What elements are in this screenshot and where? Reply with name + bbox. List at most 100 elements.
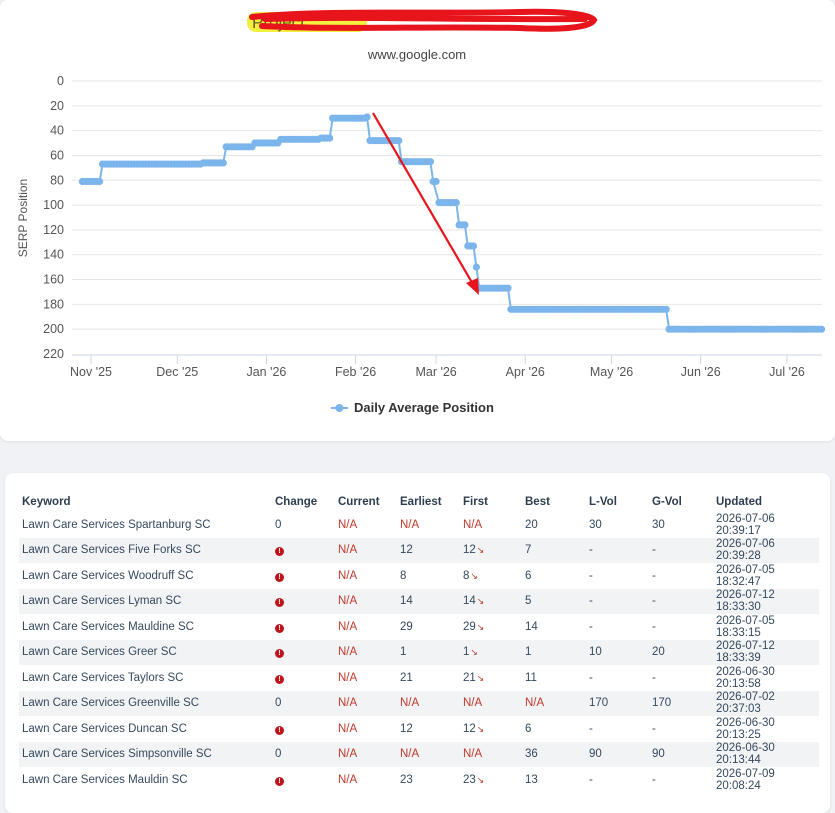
cell-first: 12↘ [460,537,522,563]
table-row[interactable]: Lawn Care Services Mauldin SC! N/A 23 23↘ 13… [19,767,819,793]
cell-keyword-value: Lawn Care Services Spartanburg SC [22,518,211,531]
col-current[interactable]: Current [338,496,380,508]
table-row[interactable]: Lawn Care Services Taylors SC! N/A 21 21↘ 11… [19,665,819,691]
col-best[interactable]: Best [525,496,550,508]
cell-keyword-value: Lawn Care Services Mauldine SC [22,620,194,633]
col-first[interactable]: First [463,496,488,508]
cell-keyword[interactable]: Lawn Care Services Mauldin SC [19,767,272,793]
cell-keyword[interactable]: Lawn Care Services Duncan SC [19,716,272,742]
table-header-row: Keyword Change Current Earliest First Be… [19,493,819,512]
trend-down-icon: ↘ [476,723,485,734]
cell-earliest-value: N/A [400,697,420,710]
y-axis-ticks: 0 20 40 60 80 100 120 140 160 180 200 220 [43,74,64,361]
cell-current: N/A [335,716,397,742]
cell-gvol-value: 90 [652,748,665,761]
table-body: Lawn Care Services Spartanburg SC 0 N/A N/A… [19,512,819,793]
cell-keyword-value: Lawn Care Services Simpsonville SC [22,748,212,761]
cell-current: N/A [335,614,397,640]
cell-current: N/A [335,537,397,563]
cell-updated-value: 2026-07-02 20:37:03 [716,691,775,716]
cell-gvol-value: - [652,722,656,735]
col-earliest[interactable]: Earliest [400,496,442,508]
table-row[interactable]: Lawn Care Services Greer SC! N/A 1 1↘ 1 10 20 2… [19,639,819,665]
y-tick-label: 100 [43,198,64,212]
chart-subtitle: www.google.com [367,47,466,62]
col-lvol[interactable]: L-Vol [589,496,617,508]
col-gvol[interactable]: G-Vol [652,496,682,508]
cell-updated: 2026-07-09 20:08:24 [713,767,819,793]
data-point[interactable] [452,199,460,207]
x-tick-label: Feb '26 [335,365,376,379]
cell-current: N/A [335,767,397,793]
cell-keyword[interactable]: Lawn Care Services Greer SC [19,639,272,665]
cell-lvol-value: 170 [589,697,609,710]
cell-lvol-value: - [589,544,593,557]
data-point[interactable] [662,305,670,313]
cell-current-value: N/A [338,595,358,608]
table-row[interactable]: Lawn Care Services Simpsonville SC 0 N/A N/… [19,741,819,767]
data-point[interactable] [817,325,826,333]
cell-lvol: 10 [586,639,649,665]
x-tick-label: Nov '25 [70,365,112,379]
cell-updated: 2026-07-12 18:33:30 [713,588,819,614]
cell-current-value: N/A [338,671,358,684]
cell-earliest: 12 [397,537,460,563]
cell-best: 13 [522,767,586,793]
cell-updated: 2026-06-30 20:13:44 [713,741,819,767]
cell-best-value: 13 [525,773,538,786]
legend[interactable]: Daily Average Position [331,400,494,415]
cell-first-value: 21 [463,671,476,684]
col-keyword[interactable]: Keyword [22,496,71,508]
cell-keyword[interactable]: Lawn Care Services Mauldine SC [19,614,272,640]
cell-earliest-value: 21 [400,671,413,684]
cell-updated: 2026-07-02 20:37:03 [713,690,819,716]
cell-earliest-value: N/A [400,518,420,531]
data-point[interactable] [96,177,104,186]
annotation-arrow [372,112,479,295]
cell-keyword[interactable]: Lawn Care Services Woodruff SC [19,563,272,589]
keyword-table-card: Keyword Change Current Earliest First Be… [5,473,830,813]
col-change[interactable]: Change [275,496,318,508]
cell-updated-value: 2026-06-30 20:13:58 [716,665,775,690]
data-point[interactable] [469,242,478,250]
cell-keyword[interactable]: Lawn Care Services Greenville SC [19,690,272,716]
cell-keyword[interactable]: Lawn Care Services Five Forks SC [19,537,272,563]
trend-down-icon: ↘ [470,647,478,658]
table-row[interactable]: Lawn Care Services Woodruff SC! N/A 8 8↘ 6- -… [19,563,819,589]
col-updated[interactable]: Updated [716,496,762,508]
cell-keyword[interactable]: Lawn Care Services Lyman SC [19,588,272,614]
table-row[interactable]: Lawn Care Services Spartanburg SC 0 N/A N/A… [19,512,819,538]
x-tick-label: May '26 [590,365,633,379]
table-row[interactable]: Lawn Care Services Lyman SC! N/A 14 14↘ 5- -2… [19,588,819,614]
cell-change: 0 [272,690,335,716]
cell-lvol: - [586,716,649,742]
cell-first: 14↘ [460,588,522,614]
cell-first: N/A [460,512,522,538]
cell-lvol: - [586,537,649,563]
table-row[interactable]: Lawn Care Services Duncan SC! N/A 12 12↘ 6- -… [19,716,819,742]
trend-down-icon: ↘ [476,672,485,683]
data-point[interactable] [426,158,434,166]
data-point[interactable] [432,177,440,186]
data-point[interactable] [326,134,334,142]
cell-keyword[interactable]: Lawn Care Services Taylors SC [19,665,272,691]
data-point[interactable] [219,159,227,167]
cell-best-value: 20 [525,518,538,531]
data-point[interactable] [461,221,469,229]
table-row[interactable]: Lawn Care Services Five Forks SC! N/A 12 12… [19,537,819,563]
y-tick-label: 120 [43,223,64,237]
data-point[interactable] [363,113,371,121]
cell-keyword[interactable]: Lawn Care Services Spartanburg SC [19,512,272,538]
warning-icon: ! [275,598,284,608]
cell-best: 1 [522,639,586,665]
cell-gvol: - [649,588,713,614]
data-point[interactable] [504,284,512,292]
data-point[interactable] [472,263,480,271]
cell-updated: 2026-07-05 18:32:47 [713,563,819,589]
table-row[interactable]: Lawn Care Services Mauldine SC! N/A 29 29↘ 1… [19,614,819,640]
cell-updated: 2026-06-30 20:13:58 [713,665,819,691]
table-row[interactable]: Lawn Care Services Greenville SC 0 N/A N/A N… [19,690,819,716]
cell-gvol-value: 20 [652,646,665,659]
cell-keyword[interactable]: Lawn Care Services Simpsonville SC [19,741,272,767]
data-point[interactable] [395,137,403,145]
